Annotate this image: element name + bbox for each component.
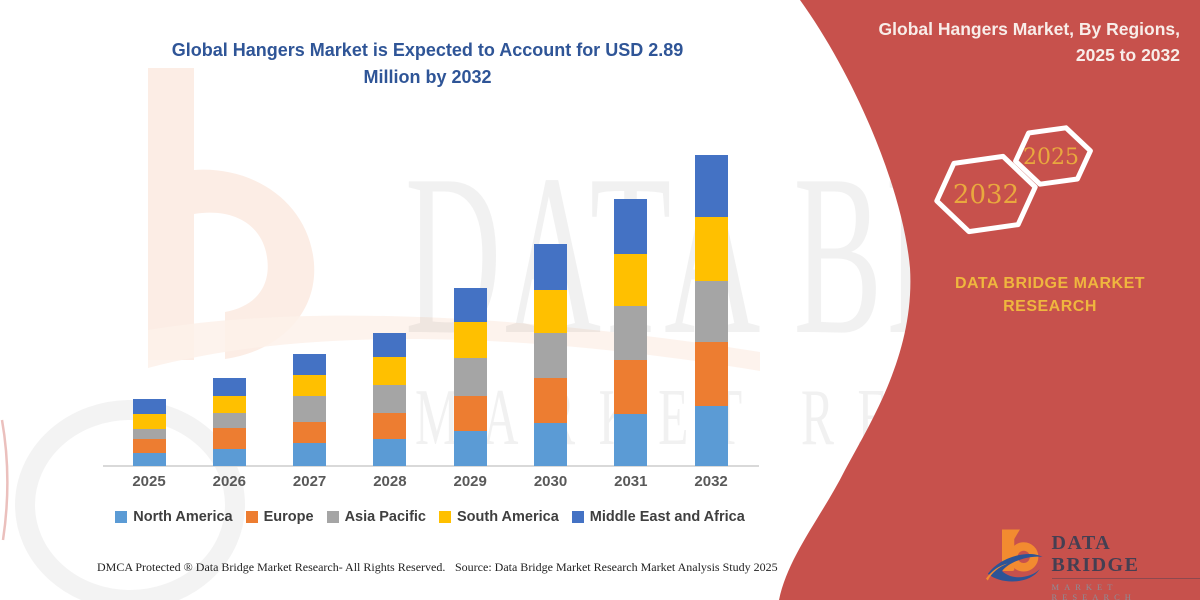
bar-2026 — [212, 377, 246, 466]
chart-title-line2: Million by 2032 — [363, 67, 492, 87]
legend-label-asia-pacific: Asia Pacific — [344, 509, 426, 525]
bar-2029 — [453, 288, 487, 466]
segment-middle-east-and-africa-2030 — [534, 244, 567, 290]
panel-brand-text: DATA BRIDGE MARKET RESEARCH — [930, 272, 1170, 318]
x-label-2029: 2029 — [453, 473, 487, 490]
segment-north-america-2030 — [534, 423, 567, 466]
segment-middle-east-and-africa-2032 — [694, 155, 728, 218]
segment-asia-pacific-2029 — [453, 358, 487, 397]
dmca-text: DMCA Protected ® Data Bridge Market Rese… — [97, 560, 446, 574]
segment-middle-east-and-africa-2028 — [373, 332, 407, 358]
footer-logo: DATA BRIDGE MARKET RESEARCH — [985, 524, 1200, 600]
segment-south-america-2030 — [534, 289, 567, 333]
segment-europe-2028 — [373, 413, 407, 440]
logo-wordmark: DATA BRIDGE — [1051, 532, 1200, 579]
legend-label-europe: Europe — [263, 509, 314, 525]
x-axis-line — [103, 465, 759, 467]
segment-south-america-2025 — [132, 414, 166, 430]
legend-item-middle-east-and-africa: Middle East and Africa — [571, 509, 745, 525]
hexagon-2025-label: 2025 — [1023, 145, 1079, 170]
segment-europe-2031 — [614, 359, 648, 415]
chart-title: Global Hangers Market is Expected to Acc… — [95, 37, 760, 91]
segment-north-america-2031 — [614, 414, 648, 466]
legend-swatch-north-america — [115, 511, 128, 523]
segment-asia-pacific-2028 — [373, 385, 407, 414]
bar-2025 — [132, 399, 166, 466]
segment-north-america-2032 — [694, 405, 728, 466]
panel-brand-line2: RESEARCH — [1003, 298, 1097, 315]
segment-europe-2026 — [212, 428, 246, 449]
segment-south-america-2032 — [694, 217, 728, 281]
segment-south-america-2027 — [293, 374, 327, 397]
x-label-2031: 2031 — [614, 473, 648, 490]
segment-north-america-2025 — [132, 453, 166, 466]
logo-subtext: MARKET RESEARCH — [1051, 582, 1136, 600]
legend: North America Europe Asia Pacific South Ame… — [90, 509, 770, 525]
side-panel-title-line1: Global Hangers Market, By Regions, — [878, 19, 1180, 39]
x-label-2032: 2032 — [694, 473, 728, 490]
bar-2031 — [614, 199, 648, 466]
hexagon-2032-label: 2032 — [953, 180, 1019, 210]
legend-item-asia-pacific: Asia Pacific — [326, 509, 426, 525]
legend-swatch-europe — [245, 511, 258, 523]
segment-europe-2029 — [453, 396, 487, 431]
x-label-2026: 2026 — [212, 473, 246, 490]
hexagon-2032 — [934, 153, 1038, 235]
segment-asia-pacific-2025 — [132, 429, 166, 440]
segment-europe-2025 — [132, 439, 166, 454]
x-label-2027: 2027 — [292, 473, 327, 490]
segment-middle-east-and-africa-2031 — [614, 199, 648, 255]
bar-2032 — [694, 155, 728, 466]
chart-title-line1: Global Hangers Market is Expected to Acc… — [171, 40, 684, 60]
bar-2027 — [293, 354, 327, 466]
segment-europe-2027 — [293, 421, 327, 444]
segment-asia-pacific-2032 — [694, 280, 728, 343]
segment-asia-pacific-2026 — [212, 413, 246, 429]
segment-south-america-2029 — [453, 321, 487, 359]
segment-north-america-2029 — [453, 430, 487, 466]
legend-label-middle-east-and-africa: Middle East and Africa — [589, 509, 745, 525]
legend-item-europe: Europe — [245, 509, 314, 525]
segment-europe-2030 — [534, 377, 567, 423]
logo-b-icon — [985, 529, 1043, 582]
legend-swatch-middle-east-and-africa — [571, 511, 584, 523]
segment-south-america-2028 — [373, 357, 407, 386]
x-label-2025: 2025 — [132, 473, 166, 490]
segment-asia-pacific-2027 — [293, 396, 327, 422]
segment-europe-2032 — [694, 342, 728, 406]
segment-north-america-2026 — [212, 448, 246, 466]
segment-middle-east-and-africa-2027 — [293, 354, 327, 375]
segment-north-america-2027 — [293, 443, 327, 466]
x-label-2028: 2028 — [373, 473, 407, 490]
plot-area: 2025 2026 2027 2028 2029 2030 2031 2032 — [103, 155, 759, 490]
legend-label-south-america: South America — [457, 509, 559, 525]
bar-2030 — [534, 244, 567, 466]
segment-south-america-2031 — [614, 254, 648, 306]
segment-north-america-2028 — [373, 439, 407, 466]
side-panel-title: Global Hangers Market, By Regions, 2025 … — [840, 16, 1180, 68]
hexagon-2025 — [1013, 125, 1093, 187]
x-label-2030: 2030 — [533, 473, 568, 490]
source-text: Source: Data Bridge Market Research Mark… — [455, 560, 778, 574]
segment-asia-pacific-2030 — [534, 332, 567, 378]
legend-label-north-america: North America — [133, 509, 233, 525]
side-panel-title-line2: 2025 to 2032 — [1075, 45, 1180, 65]
logo-text-block: DATA BRIDGE MARKET RESEARCH — [1051, 524, 1200, 600]
segment-asia-pacific-2031 — [614, 305, 648, 360]
bar-2028 — [373, 332, 407, 466]
segment-middle-east-and-africa-2026 — [212, 377, 246, 397]
legend-item-north-america: North America — [115, 509, 233, 525]
watermark-logo-b-icon — [0, 68, 760, 600]
segment-south-america-2026 — [212, 396, 246, 414]
segment-middle-east-and-africa-2029 — [453, 288, 487, 322]
panel-brand-line1: DATA BRIDGE MARKET — [954, 275, 1146, 292]
legend-item-south-america: South America — [439, 509, 559, 525]
legend-swatch-south-america — [439, 511, 451, 523]
segment-middle-east-and-africa-2025 — [132, 399, 166, 415]
legend-swatch-asia-pacific — [326, 511, 339, 523]
